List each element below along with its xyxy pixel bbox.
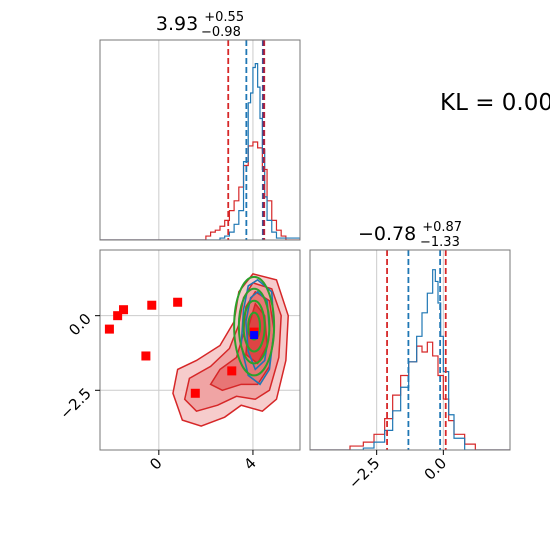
panel-background bbox=[310, 250, 510, 450]
histogram-blue bbox=[310, 269, 510, 450]
panel-joint: 0 4 0.0 −2.5 bbox=[56, 249, 301, 474]
histogram-red bbox=[100, 141, 300, 240]
marker-red bbox=[173, 297, 183, 307]
title-upper: +0.87 bbox=[422, 220, 462, 235]
panel-title: −0.78 +0.87 bbox=[358, 220, 462, 245]
title-value: 3.93 bbox=[156, 13, 198, 35]
marker-red bbox=[147, 300, 157, 310]
contour-green bbox=[242, 299, 266, 353]
panel-series bbox=[104, 273, 289, 427]
contour-green bbox=[237, 287, 271, 365]
panel-series bbox=[310, 250, 510, 450]
y-tick-label: 0.0 bbox=[65, 310, 95, 340]
panel-frame bbox=[99, 249, 301, 451]
title-lower: −1.33 bbox=[420, 235, 460, 250]
y-tick-label: −2.5 bbox=[56, 384, 94, 422]
panel-frame bbox=[99, 39, 301, 241]
kl-annotation: KL = 0.00 bbox=[440, 90, 550, 116]
panel-marginal-2: −0.78 +0.87 −1.33 −2.5 0.0 bbox=[309, 220, 511, 493]
histogram-blue bbox=[100, 63, 300, 240]
marker-red bbox=[104, 324, 114, 334]
x-tick-label: 0 bbox=[146, 454, 165, 473]
panel-marginal-1: 3.93 +0.55 −0.98 bbox=[99, 10, 301, 241]
contour-green bbox=[247, 311, 261, 341]
marker-red bbox=[113, 311, 123, 321]
marker-red bbox=[190, 388, 200, 398]
panel-series bbox=[100, 40, 300, 240]
panel-background bbox=[100, 40, 300, 240]
x-tick-label: 0.0 bbox=[421, 454, 451, 484]
x-tick-label: −2.5 bbox=[345, 454, 383, 492]
x-tick-label: 4 bbox=[240, 454, 259, 473]
contour-green bbox=[233, 275, 276, 377]
panel-ticks: −2.5 0.0 bbox=[345, 450, 450, 493]
marker-red bbox=[227, 366, 237, 376]
marker-red bbox=[119, 305, 129, 315]
panel-title: 3.93 +0.55 bbox=[156, 10, 244, 35]
title-value: −0.78 bbox=[358, 223, 416, 245]
panel-frame bbox=[309, 249, 511, 451]
marker-blue bbox=[250, 331, 259, 340]
marker-red bbox=[141, 351, 151, 361]
title-upper: +0.55 bbox=[204, 10, 244, 25]
title-lower: −0.98 bbox=[201, 25, 241, 40]
